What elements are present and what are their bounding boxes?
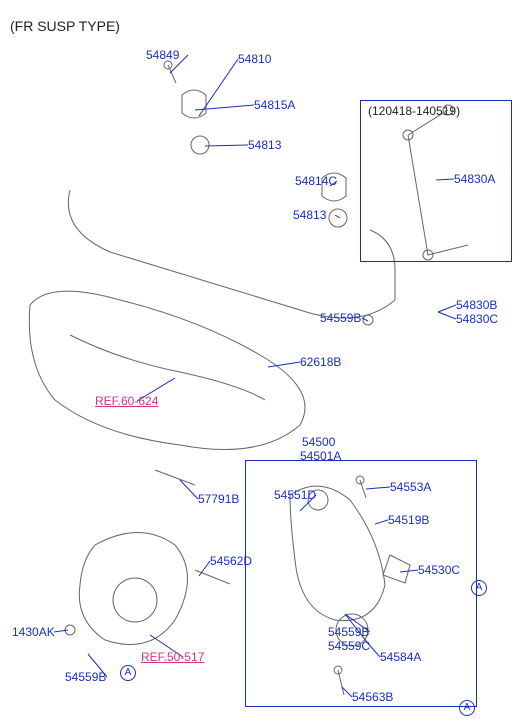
callout-54813b: 54813 [293,208,326,222]
callout-1430AK: 1430AK [12,625,55,639]
daterange-label: (120418-140519) [368,104,460,118]
callout-54559Bb: 54559B [65,670,106,684]
callout-57791B: 57791B [198,492,239,506]
callout-54830A: 54830A [454,172,495,186]
callout-54559B: 54559B [320,311,361,325]
mark-A-0: A [471,580,487,596]
mark-A-2: A [120,665,136,681]
callout-54519B: 54519B [388,513,429,527]
mark-A-1: A [459,700,475,716]
callout-54530C: 54530C [418,563,460,577]
callout-54584A: 54584A [380,650,421,664]
callout-REF.50-517: REF.50-517 [141,650,204,664]
callout-54559C: 54559C [328,639,370,653]
callout-62618B: 62618B [300,355,341,369]
callout-54562D: 54562D [210,554,252,568]
callout-54814C: 54814C [295,174,337,188]
callout-54849: 54849 [146,48,179,62]
callout-54810: 54810 [238,52,271,66]
callout-54813: 54813 [248,138,281,152]
diagram-canvas: (FR SUSP TYPE) [0,0,524,727]
callout-54559Bc: 54559B [328,625,369,639]
callout-54830B: 54830B [456,298,497,312]
callout-54500: 54500 [302,435,335,449]
callout-54553A: 54553A [390,480,431,494]
callout-54830C: 54830C [456,312,498,326]
callout-REF.60-624: REF.60-624 [95,394,158,408]
callout-54551D: 54551D [274,488,316,502]
callout-54815A: 54815A [254,98,295,112]
callout-54563B: 54563B [352,690,393,704]
callout-54501A: 54501A [300,449,341,463]
diagram-header: (FR SUSP TYPE) [10,18,120,34]
